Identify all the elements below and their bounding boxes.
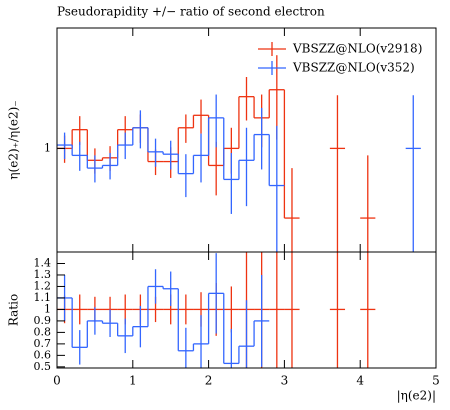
x-tick-label: 5 [432, 374, 440, 388]
main-plot [57, 55, 421, 252]
y-tick-label: 1 [44, 302, 51, 315]
ratio-frame [56, 251, 437, 369]
y-tick-label: 1.1 [34, 291, 52, 304]
x-tick-label: 2 [205, 374, 213, 388]
y-tick-label: 0.9 [34, 314, 52, 327]
chart-title: Pseudorapidity +/− ratio of second elect… [57, 5, 325, 19]
y-tick-label: 1.4 [34, 256, 52, 269]
y-tick-label: 1.2 [34, 279, 52, 292]
y-axis-label: Ratio [7, 294, 21, 326]
x-tick-label: 4 [356, 374, 364, 388]
x-tick-label: 0 [53, 374, 61, 388]
y-tick-label: 0.8 [34, 325, 52, 338]
ratio-plot [57, 252, 376, 368]
y-axis-label: η(e2)₊/η(e2)₋ [7, 100, 21, 179]
y-tick-label: 1 [44, 141, 51, 154]
y-tick-label: 0.6 [34, 348, 52, 361]
x-tick-label: 3 [281, 374, 289, 388]
legend-label: VBSZZ@NLO(v2918) [292, 42, 422, 56]
y-tick-label: 0.5 [34, 360, 52, 373]
y-tick-label: 1.3 [34, 268, 52, 281]
x-axis-label: |η(e2)| [397, 389, 436, 403]
x-tick-label: 1 [129, 374, 137, 388]
legend-label: VBSZZ@NLO(v352) [292, 61, 415, 75]
axes: 1VBSZZ@NLO(v2918)VBSZZ@NLO(v352)0.50.60.… [34, 28, 440, 388]
y-tick-label: 0.7 [34, 337, 52, 350]
